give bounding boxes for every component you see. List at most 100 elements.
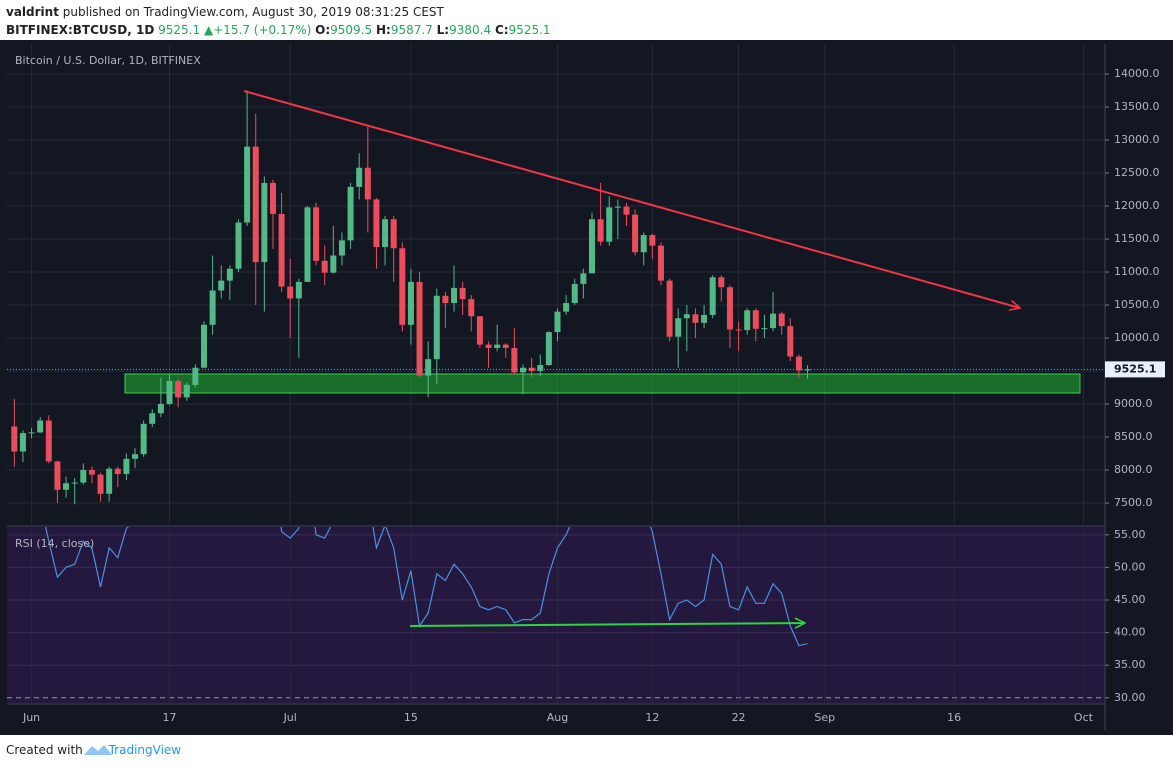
y-tick-label: 9000.0: [1114, 397, 1153, 410]
candle-body: [597, 219, 604, 242]
x-tick-label: Sep: [814, 711, 835, 724]
y-tick-label: 10500.0: [1114, 298, 1160, 311]
candle-body: [580, 273, 587, 284]
y-tick-label: 8000.0: [1114, 463, 1153, 476]
candle-body: [502, 344, 509, 348]
candle-body: [218, 280, 225, 291]
candle-body: [347, 186, 354, 241]
candle-body: [787, 326, 794, 357]
candle-body: [485, 344, 492, 348]
candle-body: [97, 474, 104, 494]
candle-body: [770, 313, 777, 329]
candle-body: [11, 426, 18, 452]
quote-line: BITFINEX:BTCUSD, 1D 9525.1 ▲+15.7 (+0.17…: [6, 23, 551, 37]
change: +15.7 (+0.17%): [213, 23, 311, 37]
y-tick-label: 14000.0: [1114, 67, 1160, 80]
candle-body: [614, 206, 621, 208]
candle-body: [269, 182, 276, 214]
candle-body: [761, 328, 768, 330]
y-tick-label: 35.00: [1114, 658, 1146, 671]
candle-body: [106, 468, 113, 494]
published: published on TradingView.com, August 30,…: [63, 5, 445, 19]
candle-body: [657, 245, 664, 281]
candle-body: [752, 310, 759, 329]
candle-body: [675, 318, 682, 337]
candle-body: [235, 222, 242, 269]
support-zone: [124, 373, 1081, 394]
candle-body: [114, 468, 121, 474]
axes: 7500.08000.08500.09000.09500.010000.0105…: [7, 67, 1165, 724]
candle-body: [166, 380, 173, 405]
rsi: [45, 527, 808, 647]
candle-body: [321, 260, 328, 273]
candle-body: [623, 206, 630, 215]
candle-body: [132, 454, 139, 459]
candle-body: [80, 470, 87, 483]
ohlc-value: 9509.5: [330, 23, 372, 37]
candle-body: [183, 384, 190, 398]
brand-logo: [84, 745, 112, 755]
brand: TradingView: [108, 743, 182, 757]
candle-body: [442, 295, 449, 304]
candle-body: [364, 167, 371, 200]
candle-body: [63, 483, 70, 490]
candle-body: [338, 240, 345, 256]
candle-body: [468, 299, 475, 317]
ohlc-value: 9587.7: [391, 23, 433, 37]
y-tick-label: 40.00: [1114, 626, 1146, 639]
candle-body: [304, 207, 311, 282]
candle-body: [537, 365, 544, 372]
candle-body: [735, 329, 742, 331]
ohlc-label: O:: [315, 23, 330, 37]
candle-body: [390, 219, 397, 249]
last: 9525.1: [158, 23, 200, 37]
y-tick-label: 12500.0: [1114, 166, 1160, 179]
candle-body: [545, 332, 552, 366]
candle-body: [571, 283, 578, 304]
candle-body: [425, 359, 432, 376]
candle-body: [718, 277, 725, 288]
candle-body: [494, 344, 501, 348]
candle-body: [511, 347, 518, 373]
rsi-title: RSI (14, close): [15, 537, 94, 550]
x-tick-label: 15: [404, 711, 418, 724]
x-tick-label: 22: [732, 711, 746, 724]
y-tick-label: 30.00: [1114, 691, 1146, 704]
candle-body: [795, 356, 802, 371]
candle-body: [804, 369, 811, 371]
candle-body: [632, 214, 639, 253]
candle-body: [744, 310, 751, 331]
trend-line: [243, 90, 1020, 308]
candle-body: [476, 316, 483, 345]
x-tick-label: Aug: [547, 711, 568, 724]
candle-body: [528, 367, 535, 372]
x-tick-label: Jun: [22, 711, 40, 724]
y-tick-label: 45.00: [1114, 593, 1146, 606]
candle-body: [140, 423, 147, 455]
ohlc-label: H:: [376, 23, 391, 37]
x-tick-label: 12: [645, 711, 659, 724]
candle-body: [433, 295, 440, 360]
candle-body: [451, 287, 458, 304]
candle-body: [640, 235, 647, 253]
created: Created with: [6, 743, 83, 757]
candle-body: [192, 367, 199, 385]
y-tick-label: 11000.0: [1114, 265, 1160, 278]
x-tick-label: Jul: [283, 711, 297, 724]
candle-body: [726, 287, 733, 330]
candle-body: [244, 146, 251, 223]
candle-body: [588, 219, 595, 274]
candle-body: [709, 277, 716, 315]
candle-body: [330, 255, 337, 273]
candle-body: [123, 458, 130, 474]
ohlc-label: C:: [495, 23, 509, 37]
divergence-line: [409, 623, 805, 626]
candle-body: [416, 281, 423, 376]
candles: [11, 90, 811, 505]
candle-body: [554, 311, 561, 333]
candle-body: [356, 167, 363, 187]
candle-body: [666, 280, 673, 337]
candle-body: [71, 482, 78, 484]
candle-body: [45, 420, 52, 462]
candle-body: [778, 313, 785, 327]
